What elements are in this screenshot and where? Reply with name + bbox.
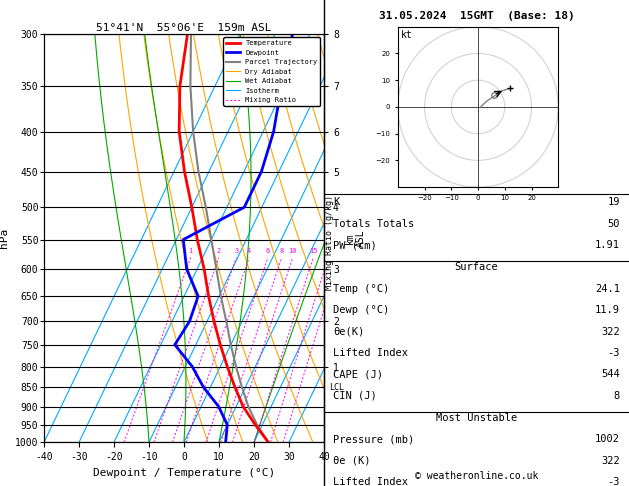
X-axis label: Dewpoint / Temperature (°C): Dewpoint / Temperature (°C) [93,468,275,478]
Text: LCL: LCL [330,382,345,392]
Text: 4: 4 [247,248,252,254]
Text: 1: 1 [189,248,192,254]
Text: kt: kt [401,30,413,40]
Text: Dewp (°C): Dewp (°C) [333,305,389,315]
Y-axis label: km
ASL: km ASL [345,229,366,247]
Text: 31.05.2024  15GMT  (Base: 18): 31.05.2024 15GMT (Base: 18) [379,11,574,21]
Text: 1.91: 1.91 [595,240,620,250]
Text: Lifted Index: Lifted Index [333,348,408,358]
Text: 19: 19 [608,197,620,208]
Text: 8: 8 [614,391,620,401]
Text: 6: 6 [266,248,270,254]
Text: Temp (°C): Temp (°C) [333,284,389,294]
Text: PW (cm): PW (cm) [333,240,377,250]
Text: Totals Totals: Totals Totals [333,219,415,229]
Text: 10: 10 [289,248,297,254]
Text: 24.1: 24.1 [595,284,620,294]
Text: 8: 8 [280,248,284,254]
Y-axis label: hPa: hPa [0,228,9,248]
Text: 2: 2 [217,248,221,254]
Text: θe(K): θe(K) [333,327,364,337]
Text: © weatheronline.co.uk: © weatheronline.co.uk [415,471,538,481]
Text: K: K [333,197,339,208]
Text: Surface: Surface [455,262,498,273]
Text: Pressure (mb): Pressure (mb) [333,434,415,445]
Text: 11.9: 11.9 [595,305,620,315]
Text: 322: 322 [601,327,620,337]
Text: 3: 3 [234,248,238,254]
Text: 1002: 1002 [595,434,620,445]
Text: 544: 544 [601,369,620,380]
Text: Lifted Index: Lifted Index [333,477,408,486]
Text: CAPE (J): CAPE (J) [333,369,383,380]
Text: CIN (J): CIN (J) [333,391,377,401]
Text: 50: 50 [608,219,620,229]
Text: Mixing Ratio (g/kg): Mixing Ratio (g/kg) [325,195,333,291]
Text: θe (K): θe (K) [333,456,370,466]
Text: Most Unstable: Most Unstable [436,413,517,423]
Text: 322: 322 [601,456,620,466]
Text: -3: -3 [608,477,620,486]
Title: 51°41'N  55°06'E  159m ASL: 51°41'N 55°06'E 159m ASL [96,23,272,33]
Legend: Temperature, Dewpoint, Parcel Trajectory, Dry Adiabat, Wet Adiabat, Isotherm, Mi: Temperature, Dewpoint, Parcel Trajectory… [223,37,320,106]
Text: 15: 15 [309,248,318,254]
Text: -3: -3 [608,348,620,358]
